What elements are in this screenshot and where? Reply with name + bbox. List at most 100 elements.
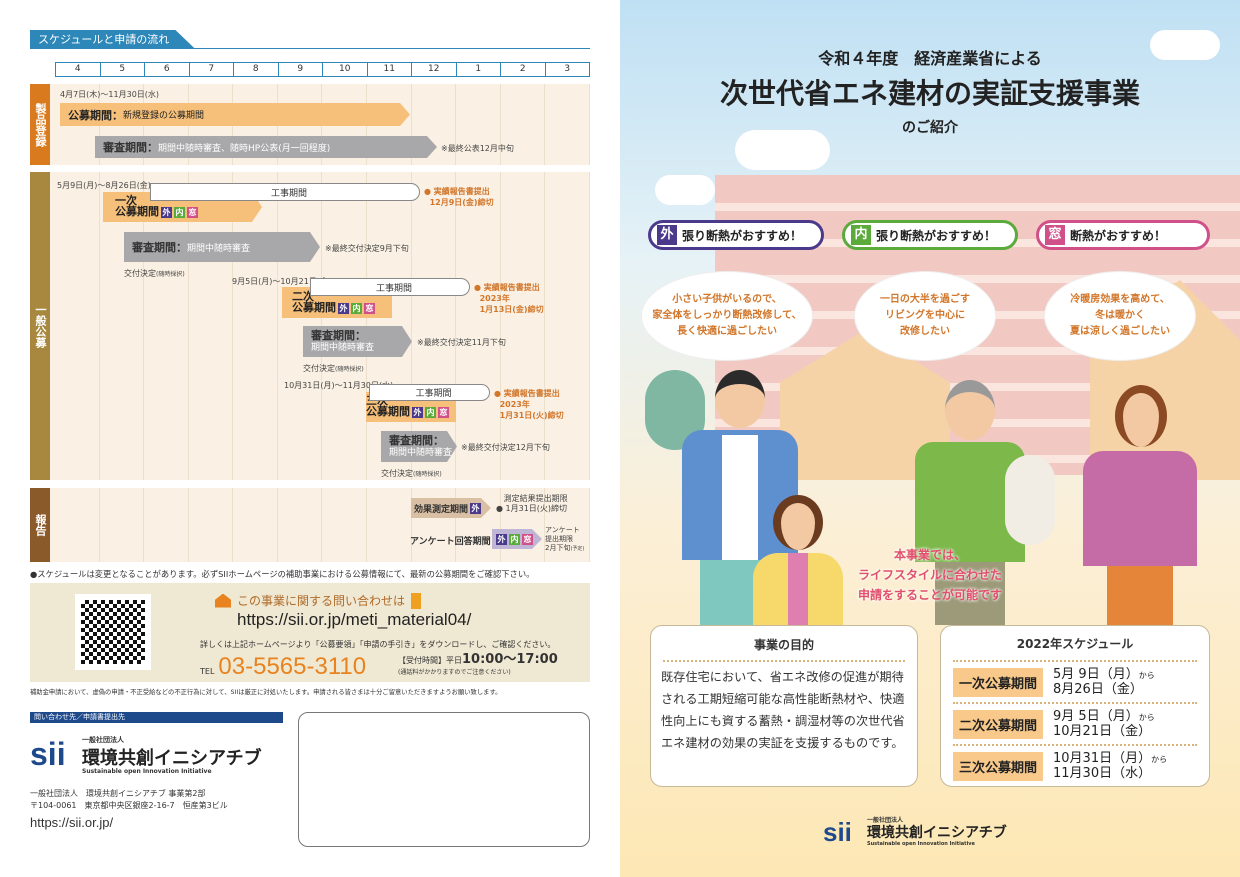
lifestyle-message: 本事業では、 ライフスタイルに合わせた 申請をすることが可能です: [620, 545, 1240, 605]
sii-logo: sii: [823, 817, 852, 847]
round2-shinsa-bar: 審査期間： 期間中随時審査: [303, 326, 412, 357]
month: 2: [501, 63, 546, 76]
window-badge: 窓: [438, 407, 449, 418]
schedule-page: スケジュールと申請の流れ 4 5 6 7 8 9 10 11 12 1 2 3 製品登録 一般公募 報…: [30, 30, 590, 847]
bubble-line: 冬は暖かく: [1095, 310, 1145, 321]
note-line: 1月31日(火)締切: [499, 411, 564, 420]
bubble-line: 小さい子供がいるので、: [672, 294, 782, 305]
schedule-title: 2022年スケジュール: [1016, 637, 1134, 651]
effect-note: 測定結果提出期限 ● 1月31日(火)締切: [496, 494, 568, 513]
inner-badge: 内: [175, 208, 184, 217]
outer-badge: 外: [162, 208, 171, 217]
inquiry-bar: 問い合わせ先／申請書提出先: [30, 712, 283, 723]
round2-decision: 交付決定(随時採択): [303, 363, 364, 374]
sii-logo: sii: [30, 736, 66, 772]
date-from: 10月31日（月）: [1053, 750, 1152, 766]
schedule-row: 三次公募期間 10月31日（月）から 11月30日（水）: [953, 746, 1197, 786]
window-badge: 窓: [1045, 225, 1065, 245]
address-box: [298, 712, 590, 847]
inner-badge: 内: [425, 407, 436, 418]
survey-label: アンケート回答期間: [410, 537, 491, 547]
org-prefix: 一般社団法人: [867, 817, 904, 824]
kara: から: [1151, 754, 1168, 764]
round1-koubo-bar: 一次 公募期間外内窓: [103, 192, 262, 222]
title-line1: 令和４年度 経済産業省による: [818, 49, 1042, 68]
inner-insulation-pill: 内張り断熱がおすすめ！: [842, 220, 1018, 250]
purpose-title: 事業の目的: [753, 638, 814, 652]
date-from: 5月 9日（月）: [1053, 666, 1139, 682]
inner-badge: 内: [851, 225, 871, 245]
org-address: 〒104-0061 東京都中央区銀座2-16-7 恒産第3ビル: [30, 801, 228, 810]
tel-label: TEL: [200, 667, 215, 676]
month: 1: [457, 63, 501, 76]
decision-label: 交付決定: [124, 269, 156, 278]
tel-number[interactable]: 03-5565-3110: [218, 653, 367, 680]
outer-badge: 外: [338, 302, 349, 314]
title-line3: のご紹介: [902, 120, 958, 136]
round-dates: 5月 9日（月）から 8月26日（金）: [1053, 666, 1155, 697]
round3-report-note: ● 実績報告書提出 2023年 1月31日(火)締切: [494, 389, 564, 420]
product-shinsa-bar: 審査期間： 期間中随時審査、随時HP公表(月一回程度): [95, 136, 437, 158]
cloud-icon: [1150, 30, 1220, 60]
window-badge: 窓: [364, 302, 375, 314]
speech-bubble: 小さい子供がいるので、 家全体をしっかり断熱改修して、 長く快適に過ごしたい: [642, 272, 812, 360]
hours-value: 10:00～17:00: [462, 652, 558, 667]
bubble-line: 冷暖房効果を高めて、: [1070, 294, 1170, 305]
org-dept: 一般社団法人 環境共創イニシアチブ 事業第2部: [30, 789, 206, 798]
month: 6: [145, 63, 190, 76]
month: 4: [56, 63, 101, 76]
section-label-general: 一般公募: [30, 172, 50, 480]
bar-label: 公募期間：: [68, 108, 123, 122]
kara: から: [1138, 712, 1155, 722]
outer-badge: 外: [497, 534, 506, 544]
message-line: 申請をすることが可能です: [857, 588, 1002, 602]
month-header: 4 5 6 7 8 9 10 11 12 1 2 3: [55, 62, 590, 77]
section-tab: スケジュールと申請の流れ: [30, 30, 196, 49]
cloud-icon: [735, 130, 830, 170]
round2-report-note: ● 実績報告書提出 2023年 1月13日(金)締切: [474, 283, 544, 314]
round-name: 二次: [292, 289, 314, 303]
note-line: 提出期限: [545, 535, 573, 543]
contact-url[interactable]: https://sii.or.jp/meti_material04/: [237, 610, 472, 629]
round-label: 二次公募期間: [953, 709, 1044, 739]
contact-heading: この事業に関する問い合わせは: [215, 592, 422, 609]
org-english: Sustainable open Innovation Initiative: [82, 768, 212, 775]
note-line: 2023年: [499, 400, 530, 409]
tel-line: TEL 03-5565-3110: [200, 653, 366, 681]
round3-decision: 交付決定(随時採択): [381, 468, 442, 479]
qr-code[interactable]: [75, 594, 151, 670]
schedule-row: 一次公募期間 5月 9日（月）から 8月26日（金）: [953, 662, 1197, 702]
bubble-line: 家全体をしっかり断熱改修して、: [652, 310, 802, 321]
daughter-illustration: [748, 495, 848, 625]
date-to: 10月21日（金）: [1053, 723, 1152, 739]
section-label-product: 製品登録: [30, 84, 50, 165]
round-label: 一次公募期間: [953, 667, 1044, 697]
outer-badge: 外: [657, 225, 677, 245]
grid-lines: [55, 84, 590, 562]
contact-detail: 詳しくは上記ホームページより「公募要領」「申請の手引き」をダウンロードし、ご確認…: [200, 640, 556, 649]
org-name: 環境共創イニシアチブ: [82, 748, 262, 769]
round1-date: 5月9日(月)～8月26日(金): [57, 181, 151, 190]
round-name: 公募期間: [366, 405, 410, 418]
pill-text: 張り断熱がおすすめ！: [682, 228, 803, 243]
decision-sub: (随時採択): [413, 471, 442, 478]
hours: 【受付時間】平日10:00～17:00 (通話料がかかりますのでご注意ください): [398, 652, 558, 678]
grandfather-illustration: [910, 380, 1030, 625]
bar-desc: 期間中随時審査: [389, 447, 453, 458]
bubble-line: 一日の大半を過ごす: [879, 294, 971, 305]
note-line: (予定): [570, 546, 585, 552]
kara: から: [1138, 670, 1155, 680]
purpose-body: 既存住宅において、省エネ改修の促進が期待される工期短縮可能な高性能断熱材や、快適…: [661, 670, 905, 750]
product-note: ※最終公表12月中旬: [441, 144, 514, 153]
inner-badge: 内: [510, 534, 519, 544]
window-insulation-pill: 窓断熱がおすすめ！: [1036, 220, 1210, 250]
cover-page: 令和４年度 経済産業省による 次世代省エネ建材の実証支援事業 のご紹介 外張り断…: [620, 0, 1240, 877]
decision-label: 交付決定: [303, 364, 335, 373]
report-section: [30, 488, 590, 562]
bar-label: 効果測定期間: [414, 504, 469, 515]
month: 3: [564, 64, 571, 74]
bar-label: 審査期間：: [311, 328, 366, 342]
bar-label: 審査期間：: [389, 433, 444, 447]
org-url[interactable]: https://sii.or.jp/: [30, 815, 114, 830]
round2-date: 9月5日(月)～10月21日(金): [232, 277, 332, 286]
